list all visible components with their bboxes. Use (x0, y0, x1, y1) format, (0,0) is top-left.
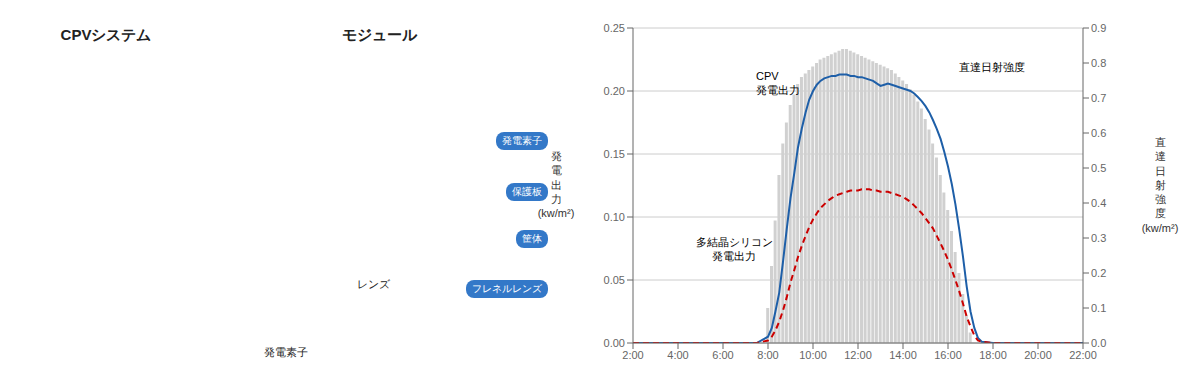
html-text:直達日射強度: 直達日射強度 (959, 61, 1025, 74)
svg-text:0.7: 0.7 (1091, 92, 1106, 104)
svg-text:0.4: 0.4 (1091, 197, 1106, 209)
svg-text:4:00: 4:00 (667, 349, 688, 361)
html-text:発 電 出 力 (kw/m²): 発 電 出 力 (kw/m²) (537, 150, 575, 220)
html-text:多結晶シリコン 発電出力: 多結晶シリコン 発電出力 (695, 236, 773, 262)
html-text:フレネルレンズ: フレネルレンズ (472, 283, 542, 294)
html-text:直 達 日 射 強 度 (kw/m²): 直 達 日 射 強 度 (kw/m²) (1141, 136, 1179, 234)
svg-text:12:00: 12:00 (844, 349, 872, 361)
html-text:発電素子: 発電素子 (264, 346, 308, 358)
svg-text:0.20: 0.20 (604, 85, 625, 97)
html-text:CPVシステム: CPVシステム (60, 26, 152, 43)
svg-text:0.00: 0.00 (604, 337, 625, 349)
svg-text:20:00: 20:00 (1024, 349, 1052, 361)
svg-text:0.8: 0.8 (1091, 57, 1106, 69)
html-text:保護板: 保護板 (512, 186, 542, 197)
svg-text:0.10: 0.10 (604, 211, 625, 223)
svg-text:0.9: 0.9 (1091, 22, 1106, 34)
html-text:CPV 発電出力: CPV 発電出力 (756, 69, 800, 96)
html-text:レンズ: レンズ (357, 277, 390, 290)
svg-text:10:00: 10:00 (799, 349, 827, 361)
svg-text:22:00: 22:00 (1069, 349, 1097, 361)
svg-text:8:00: 8:00 (757, 349, 778, 361)
svg-text:0.15: 0.15 (604, 148, 625, 160)
svg-text:0.05: 0.05 (604, 274, 625, 286)
svg-text:14:00: 14:00 (889, 349, 917, 361)
svg-text:0.2: 0.2 (1091, 267, 1106, 279)
svg-text:6:00: 6:00 (712, 349, 733, 361)
svg-text:0.0: 0.0 (1091, 337, 1106, 349)
svg-text:0.25: 0.25 (604, 22, 625, 34)
svg-text:0.6: 0.6 (1091, 127, 1106, 139)
svg-text:0.5: 0.5 (1091, 162, 1106, 174)
svg-text:0.3: 0.3 (1091, 232, 1106, 244)
svg-text:2:00: 2:00 (622, 349, 643, 361)
svg-text:0.1: 0.1 (1091, 302, 1106, 314)
html-text:発電素子: 発電素子 (502, 135, 542, 146)
svg-text:18:00: 18:00 (979, 349, 1007, 361)
svg-text:16:00: 16:00 (934, 349, 962, 361)
html-text:筐体: 筐体 (522, 233, 542, 244)
html-text:モジュール: モジュール (341, 26, 417, 43)
